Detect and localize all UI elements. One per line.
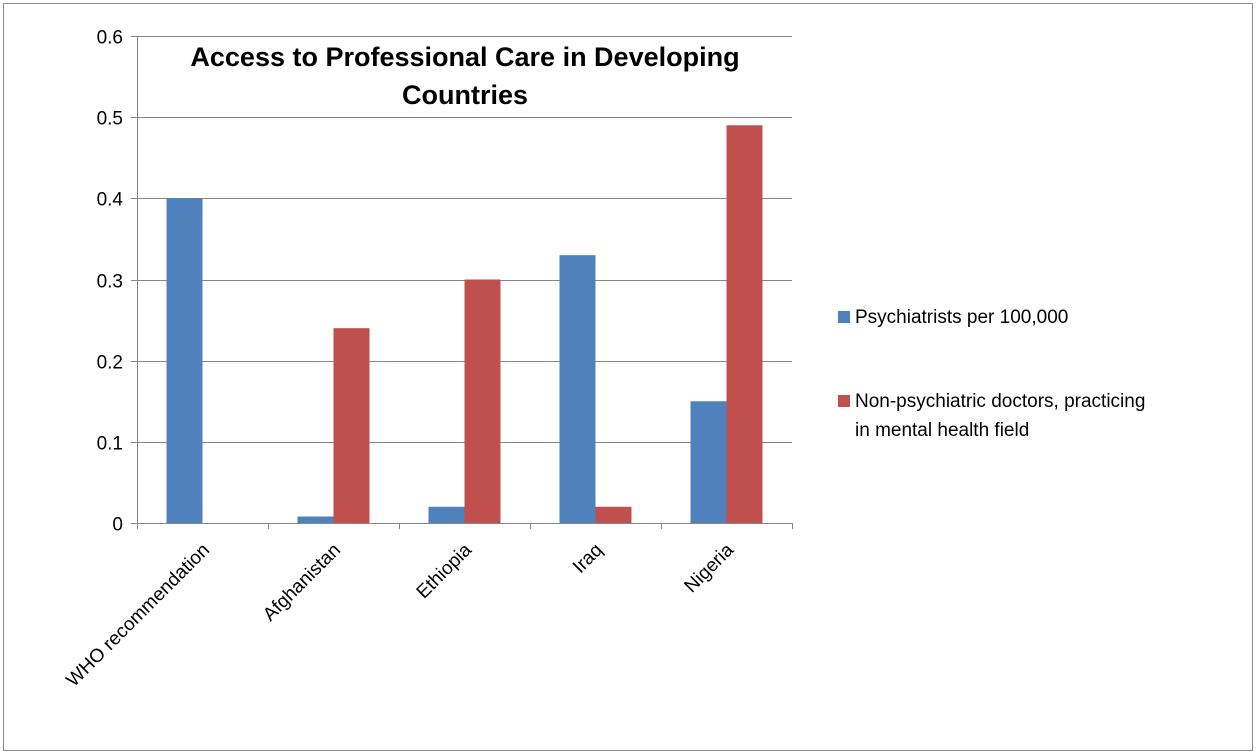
- bar-psychiatrists-ethiopia: [428, 506, 465, 523]
- chart-title-line: Countries: [402, 80, 528, 110]
- legend: Psychiatrists per 100,000 Non-psychiatric…: [838, 307, 1145, 441]
- bar-non-psychiatric-iraq: [595, 506, 632, 523]
- bars: [166, 125, 763, 524]
- chart-title-line: Access to Professional Care in Developin…: [190, 42, 739, 72]
- legend-swatch: [838, 311, 850, 323]
- x-category-label: WHO recommendation: [63, 540, 214, 691]
- y-tick-label: 0: [112, 515, 123, 536]
- bar-psychiatrists-iraq: [559, 255, 596, 523]
- x-category-label: Afghanistan: [259, 540, 345, 626]
- bar-psychiatrists-who-recommendation: [166, 198, 203, 524]
- x-category-label: Ethiopia: [413, 539, 477, 603]
- legend-label: Non-psychiatric doctors, practicing: [855, 391, 1145, 412]
- bar-non-psychiatric-afghanistan: [333, 328, 370, 523]
- y-tick-label: 0.5: [97, 109, 123, 130]
- y-tick-label: 0.3: [97, 272, 123, 293]
- y-tick-label: 0.2: [97, 353, 123, 374]
- chart-title: Access to Professional Care in Developin…: [190, 42, 739, 110]
- x-category-label: Iraq: [569, 540, 607, 578]
- bar-psychiatrists-nigeria: [690, 401, 727, 523]
- legend-label: in mental health field: [855, 420, 1029, 441]
- bar-psychiatrists-afghanistan: [297, 516, 334, 523]
- chart-frame: [3, 3, 1253, 751]
- legend-swatch: [838, 395, 850, 407]
- axes: [131, 36, 793, 529]
- y-tick-label: 0.1: [97, 434, 123, 455]
- bar-non-psychiatric-ethiopia: [464, 279, 501, 523]
- y-tick-label: 0.4: [97, 190, 124, 211]
- x-category-labels: WHO recommendation Afghanistan Ethiopia Ira…: [63, 539, 739, 691]
- y-tick-label: 0.6: [97, 28, 123, 49]
- legend-label: Psychiatrists per 100,000: [855, 307, 1068, 328]
- gridlines: [137, 36, 792, 443]
- bar-non-psychiatric-nigeria: [726, 125, 763, 524]
- x-category-label: Nigeria: [681, 539, 739, 597]
- y-tick-labels: 0 0.1 0.2 0.3 0.4 0.5 0.6: [97, 28, 124, 536]
